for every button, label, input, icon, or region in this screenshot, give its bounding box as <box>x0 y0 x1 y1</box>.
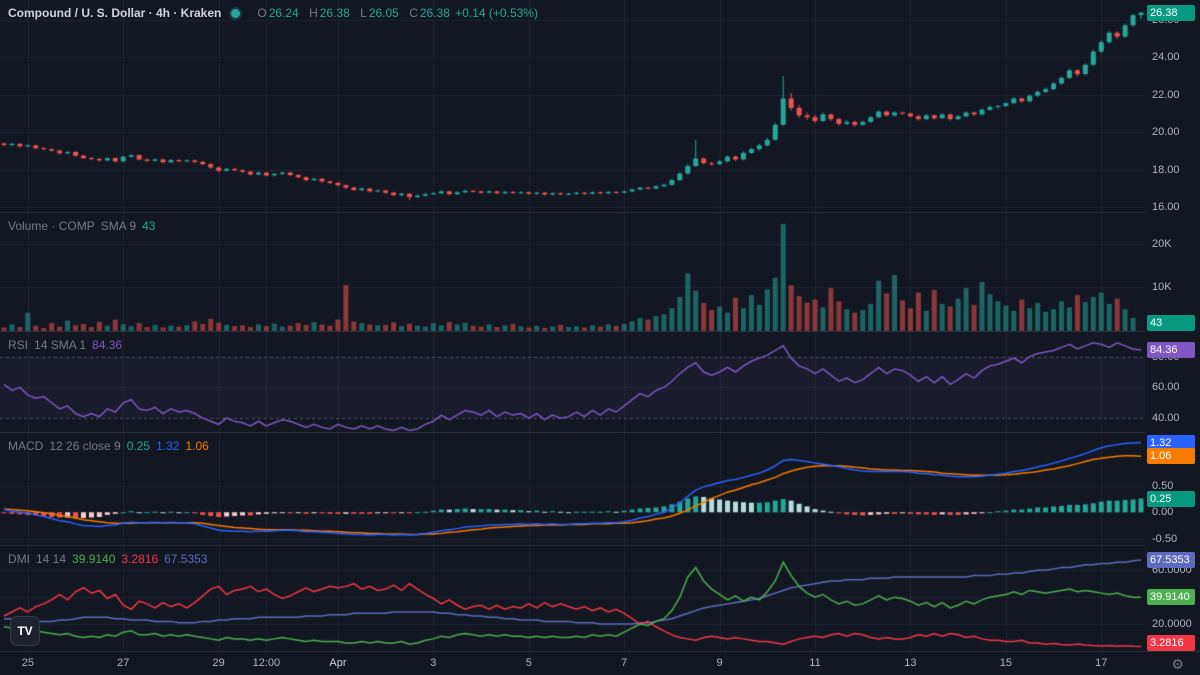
dmi-value-badge: 39.9140 <box>1147 589 1195 606</box>
macd-value-badge: 1.32 <box>1147 434 1195 451</box>
dmi-adx-value: 67.5353 <box>164 552 208 566</box>
price-axis-label: 16.00 <box>1152 201 1180 214</box>
price-axis-label: 18.00 <box>1152 163 1180 176</box>
dmi-axis-label: 20.0000 <box>1152 618 1192 631</box>
open-label: O <box>257 6 267 20</box>
price-value-badge: 26.38 <box>1147 4 1195 21</box>
pane-separator[interactable] <box>0 212 1200 213</box>
time-axis-label: 12:00 <box>252 657 281 669</box>
time-axis-label: 5 <box>525 657 532 669</box>
tradingview-logo[interactable]: TV <box>10 616 40 646</box>
macd-hist-value: 0.25 <box>126 439 151 453</box>
high-value: 26.38 <box>319 6 350 20</box>
time-axis-label: 17 <box>1095 657 1108 669</box>
dmi-legend[interactable]: DMI 14 14 39.9140 3.2816 67.5353 <box>8 552 208 566</box>
price-axis-label: 24.00 <box>1152 51 1180 64</box>
macd-signal-value: 1.06 <box>185 439 209 453</box>
time-axis-label: Apr <box>329 657 347 669</box>
dmi-plus-di-value: 39.9140 <box>72 552 116 566</box>
macd-params: 12 26 close 9 <box>49 439 121 453</box>
pane-separator[interactable] <box>0 331 1200 332</box>
rsi-value-badge: 84.36 <box>1147 341 1195 358</box>
time-axis-label: 11 <box>809 657 821 669</box>
volume-params: SMA 9 <box>100 219 137 233</box>
macd-value-badge: 0.25 <box>1147 491 1195 508</box>
ohlc-values: O 26.24 H 26.38 L 26.05 C 26.38 +0.14 (+0.53… <box>250 6 538 20</box>
volume-value-badge: 43 <box>1147 315 1195 331</box>
rsi-title: RSI <box>8 338 29 352</box>
time-axis-label: 29 <box>212 657 225 669</box>
volume-axis-label: 10K <box>1152 281 1172 294</box>
dmi-params: 14 14 <box>36 552 67 566</box>
rsi-params: 14 SMA 1 <box>34 338 87 352</box>
low-label: L <box>360 6 367 20</box>
time-axis-label: 27 <box>117 657 130 669</box>
time-axis-label: 9 <box>716 657 723 669</box>
market-status-icon <box>231 8 241 18</box>
pane-separator[interactable] <box>0 545 1200 546</box>
macd-title: MACD <box>8 439 44 453</box>
macd-axis-label: 0.50 <box>1152 479 1174 492</box>
dmi-minus-di-value: 3.2816 <box>121 552 159 566</box>
dmi-value-badge: 3.2816 <box>1147 635 1195 651</box>
macd-legend[interactable]: MACD 12 26 close 9 0.25 1.32 1.06 <box>8 439 209 453</box>
rsi-legend[interactable]: RSI 14 SMA 1 84.36 <box>8 338 122 352</box>
rsi-axis-label: 60.00 <box>1152 381 1180 394</box>
time-axis-label: 7 <box>621 657 628 669</box>
dmi-title: DMI <box>8 552 30 566</box>
time-axis-label: 3 <box>430 657 437 669</box>
macd-line-value: 1.32 <box>156 439 180 453</box>
rsi-value: 84.36 <box>92 338 123 352</box>
close-value: 26.38 <box>419 6 450 20</box>
dmi-value-badge: 67.5353 <box>1147 552 1195 569</box>
time-axis-label: 15 <box>999 657 1012 669</box>
high-label: H <box>309 6 318 20</box>
volume-axis-label: 20K <box>1152 237 1172 250</box>
chart-canvas[interactable] <box>0 0 1145 651</box>
price-axis[interactable]: 26.0024.0022.0020.0018.0016.0020K10K80.0… <box>1145 0 1200 651</box>
time-axis[interactable]: ⚙ 25 27 29 12:00 Apr 3 5 7 9 11 13 15 17 <box>0 651 1200 675</box>
volume-title: Volume · COMP <box>8 219 95 233</box>
change-value: +0.14 (+0.53%) <box>455 6 538 20</box>
open-value: 26.24 <box>268 6 299 20</box>
symbol-title: Compound / U. S. Dollar · 4h · Kraken <box>8 6 222 20</box>
pane-separator[interactable] <box>0 432 1200 433</box>
price-axis-label: 22.00 <box>1152 88 1180 101</box>
time-axis-label: 13 <box>904 657 917 669</box>
macd-axis-label: 0.00 <box>1152 506 1174 519</box>
low-value: 26.05 <box>368 6 399 20</box>
time-axis-label: 25 <box>21 657 34 669</box>
macd-axis-label: -0.50 <box>1152 532 1178 545</box>
rsi-axis-label: 40.00 <box>1152 412 1180 425</box>
price-axis-label: 20.00 <box>1152 126 1180 139</box>
volume-value: 43 <box>142 219 156 233</box>
volume-legend[interactable]: Volume · COMP SMA 9 43 <box>8 219 155 233</box>
close-label: C <box>409 6 418 20</box>
settings-gear-icon[interactable]: ⚙ <box>1171 656 1184 672</box>
macd-value-badge: 1.06 <box>1147 448 1195 465</box>
